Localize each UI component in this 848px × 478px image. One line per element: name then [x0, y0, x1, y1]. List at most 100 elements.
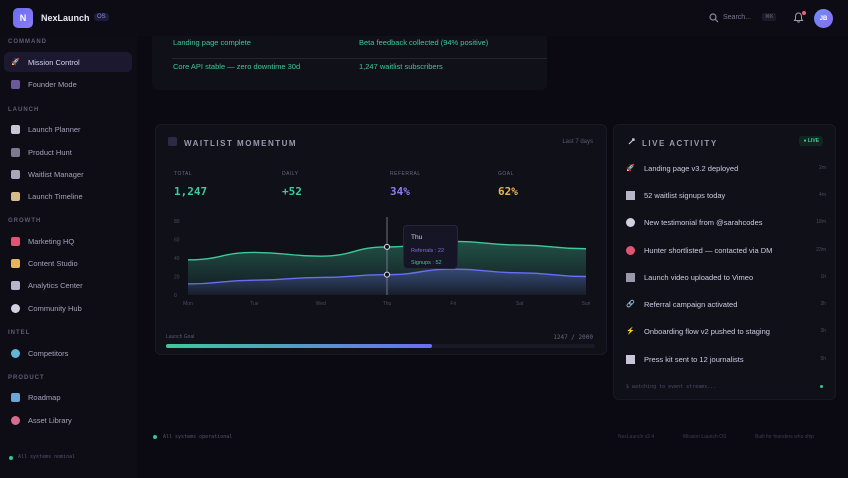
sidebar-item-label: Founder Mode: [28, 79, 77, 89]
activity-item[interactable]: ⚡ Onboarding flow v2 pushed to staging 3…: [626, 323, 826, 339]
waitlist-momentum-card: WAITLIST MOMENTUM Last 7 days TOTAL 1,24…: [155, 124, 607, 355]
section-label-growth: GROWTH: [8, 218, 42, 224]
progress-fill: [166, 344, 432, 348]
y-tick-label: 80: [174, 219, 180, 225]
activity-item[interactable]: Press kit sent to 12 journalists 5h: [626, 351, 826, 367]
sidebar-item-label: Waitlist Manager: [28, 169, 84, 179]
sidebar-item-founder-mode[interactable]: Founder Mode: [4, 74, 132, 94]
link-icon: 🔗: [626, 300, 635, 308]
chart-tooltip: Thu Referrals : 22 Signups : 52: [403, 225, 458, 269]
sidebar-item-roadmap[interactable]: Roadmap: [4, 387, 132, 407]
live-badge: ● LIVE: [799, 136, 823, 146]
progress-label: Launch Goal: [166, 334, 195, 340]
sidebar-item-mission-control[interactable]: 🚀 Mission Control: [4, 52, 132, 72]
search-icon[interactable]: [709, 13, 719, 23]
rocket-icon: [628, 138, 635, 145]
y-tick-label: 20: [174, 275, 180, 281]
hover-point: [384, 271, 390, 278]
sidebar-item-label: Content Studio: [28, 258, 78, 268]
activity-text: Referral campaign activated: [644, 299, 738, 309]
card-title: WAITLIST MOMENTUM: [184, 139, 298, 148]
activity-time: 18m: [816, 219, 826, 225]
sidebar-item-waitlist-manager[interactable]: Waitlist Manager: [4, 164, 132, 184]
stat-referral: 34%: [390, 185, 410, 198]
magnifier-icon: [11, 348, 20, 358]
main-content: Landing page complete Beta feedback coll…: [137, 36, 848, 478]
trophy-icon: [11, 147, 20, 157]
activity-footer: $ watching to event streams...: [626, 384, 717, 390]
sidebar-item-product-hunt[interactable]: Product Hunt: [4, 142, 132, 162]
sidebar-status: All systems nominal: [18, 454, 76, 460]
sidebar-item-label: Community Hub: [28, 303, 82, 313]
stat-label: DAILY: [282, 171, 299, 177]
sidebar-item-marketing-hq[interactable]: Marketing HQ: [4, 231, 132, 251]
megaphone-icon: [11, 236, 20, 246]
section-label-intel: INTEL: [8, 330, 31, 336]
rocket-icon: 🚀: [11, 58, 20, 66]
highlight-item: 1,247 waitlist subscribers: [359, 62, 443, 71]
sidebar-item-label: Analytics Center: [28, 280, 83, 290]
activity-text: Landing page v3.2 deployed: [644, 163, 739, 173]
sidebar-item-competitors[interactable]: Competitors: [4, 343, 132, 363]
highlight-item: Core API stable — zero downtime 30d: [173, 62, 301, 71]
activity-time: 2h: [820, 301, 826, 307]
stat-label: GOAL: [498, 171, 514, 177]
footer-link[interactable]: Built for founders who ship: [755, 434, 814, 440]
highlights-panel: Landing page complete Beta feedback coll…: [152, 36, 547, 90]
card-title: LIVE ACTIVITY: [642, 139, 718, 148]
app-logo[interactable]: N: [13, 8, 33, 28]
activity-item[interactable]: 52 waitlist signups today 4m: [626, 187, 826, 203]
chat-icon: [626, 217, 635, 227]
search-shortcut: ⌘K: [762, 13, 777, 21]
rocket-icon: 🚀: [626, 164, 635, 172]
footer-link[interactable]: NexLaunch v2.4: [618, 434, 655, 440]
sidebar-item-content-studio[interactable]: Content Studio: [4, 253, 132, 273]
chart-icon: [168, 137, 177, 146]
activity-item[interactable]: Launch video uploaded to Vimeo 1h: [626, 269, 826, 285]
sidebar-item-launch-timeline[interactable]: Launch Timeline: [4, 186, 132, 206]
sidebar-item-asset-library[interactable]: Asset Library: [4, 410, 132, 430]
highlight-item: Landing page complete: [173, 38, 251, 47]
activity-item[interactable]: 🚀 Landing page v3.2 deployed 2m: [626, 160, 826, 176]
sidebar-item-label: Competitors: [28, 348, 69, 358]
activity-item[interactable]: Hunter shortlisted — contacted via DM 23…: [626, 242, 826, 258]
search-input[interactable]: Search...: [723, 14, 752, 21]
target-icon: [626, 245, 635, 255]
progress-track: [166, 344, 595, 348]
activity-item[interactable]: 🔗 Referral campaign activated 2h: [626, 296, 826, 312]
sidebar: COMMAND 🚀 Mission Control Founder Mode L…: [0, 36, 137, 478]
app-name: NexLaunch: [41, 13, 90, 23]
tooltip-day: Thu: [411, 234, 423, 241]
y-tick-label: 40: [174, 256, 180, 262]
stat-daily: +52: [282, 185, 302, 198]
list-icon: [11, 169, 20, 179]
sidebar-item-analytics-center[interactable]: Analytics Center: [4, 275, 132, 295]
sidebar-item-label: Asset Library: [28, 415, 72, 425]
tooltip-signups: Signups : 52: [411, 260, 442, 266]
waitlist-chart[interactable]: 0 20 40 60 80 Mon Tue Wed Thu Fri Sat Sun: [166, 217, 596, 309]
avatar[interactable]: JB: [814, 9, 833, 28]
activity-time: 2m: [819, 165, 826, 171]
date-range[interactable]: Last 7 days: [562, 139, 593, 145]
sidebar-item-label: Launch Timeline: [28, 191, 83, 201]
footer-status: All systems operational: [163, 434, 233, 440]
y-tick-label: 60: [174, 238, 180, 244]
map-icon: [11, 392, 20, 402]
bell-icon[interactable]: [793, 12, 804, 23]
activity-time: 3h: [820, 328, 826, 334]
sidebar-item-community-hub[interactable]: Community Hub: [4, 298, 132, 318]
status-dot: [153, 435, 157, 439]
sidebar-item-label: Roadmap: [28, 392, 61, 402]
section-label-launch: LAUNCH: [8, 107, 40, 113]
activity-time: 5h: [820, 356, 826, 362]
tooltip-referrals: Referrals : 22: [411, 248, 445, 254]
x-tick-label: Sun: [582, 301, 591, 307]
person-icon: [11, 79, 20, 89]
activity-time: 4m: [819, 192, 826, 198]
sidebar-item-label: Launch Planner: [28, 124, 81, 134]
x-tick-label: Mon: [183, 301, 193, 307]
footer-link[interactable]: Mission Launch OS: [683, 434, 727, 440]
progress-count: 1247 / 2000: [553, 334, 593, 341]
activity-item[interactable]: New testimonial from @sarahcodes 18m: [626, 214, 826, 230]
sidebar-item-launch-planner[interactable]: Launch Planner: [4, 119, 132, 139]
